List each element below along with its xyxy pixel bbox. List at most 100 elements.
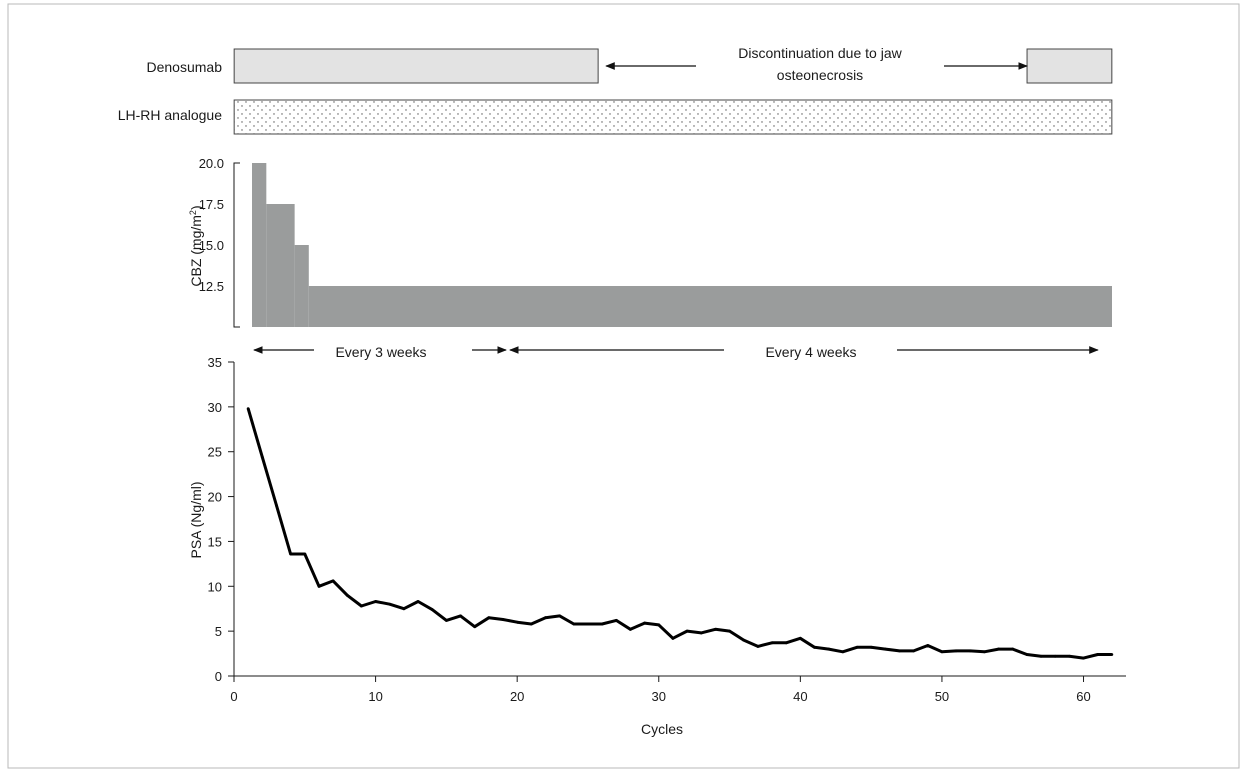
timeline-bar-denosumab-0 bbox=[233, 48, 599, 84]
psa-x-tick-0: 0 bbox=[230, 689, 237, 704]
psa-point-20 bbox=[529, 622, 533, 626]
psa-point-33 bbox=[713, 627, 717, 631]
psa-point-48 bbox=[926, 644, 930, 647]
cbz-y-axis bbox=[233, 162, 240, 328]
psa-point-59 bbox=[1082, 656, 1085, 660]
psa-x-tick-4: 40 bbox=[793, 689, 807, 704]
psa-point-1 bbox=[260, 455, 264, 459]
psa-point-50 bbox=[954, 649, 958, 653]
psa-point-24 bbox=[586, 622, 590, 626]
psa-point-18 bbox=[501, 618, 505, 621]
discontinuation-note-line2: osteonecrosis bbox=[777, 67, 863, 83]
psa-x-axis-label: Cycles bbox=[641, 721, 683, 737]
psa-point-45 bbox=[883, 647, 887, 651]
psa-point-39 bbox=[798, 636, 802, 640]
psa-point-47 bbox=[912, 649, 916, 653]
psa-point-49 bbox=[940, 650, 944, 654]
cbz-step-0 bbox=[252, 163, 267, 327]
psa-x-tick-3: 30 bbox=[652, 689, 666, 704]
psa-point-3 bbox=[289, 552, 293, 556]
psa-x-tick-6: 60 bbox=[1076, 689, 1090, 704]
psa-point-30 bbox=[671, 636, 675, 640]
psa-series-line bbox=[246, 408, 1112, 660]
psa-x-tick-5: 50 bbox=[935, 689, 949, 704]
psa-point-28 bbox=[643, 621, 647, 625]
psa-point-31 bbox=[685, 629, 689, 633]
psa-point-14 bbox=[444, 618, 448, 622]
psa-y-tick-0: 0 bbox=[215, 669, 222, 684]
cbz-step-2 bbox=[294, 245, 309, 327]
psa-point-16 bbox=[473, 625, 477, 629]
treatment-timeline: Denosumab LH-RH analogue Discontinuation… bbox=[118, 45, 1113, 135]
psa-point-7 bbox=[345, 593, 349, 597]
figure-frame bbox=[7, 3, 1240, 769]
cbz-step-1 bbox=[266, 204, 295, 327]
cbz-y-tick-2: 17.5 bbox=[199, 197, 224, 212]
psa-y-tick-1: 5 bbox=[215, 624, 222, 639]
psa-point-42 bbox=[841, 650, 845, 654]
psa-point-52 bbox=[983, 650, 986, 654]
psa-point-40 bbox=[813, 645, 816, 649]
psa-y-axis-label: PSA (Ng/ml) bbox=[188, 481, 204, 558]
psa-point-12 bbox=[416, 600, 420, 603]
psa-point-5 bbox=[317, 584, 321, 588]
schedule-label-4-weeks: Every 4 weeks bbox=[765, 344, 856, 360]
psa-point-26 bbox=[614, 618, 618, 622]
row-label-lhrh: LH-RH analogue bbox=[118, 107, 222, 123]
psa-point-41 bbox=[827, 647, 831, 651]
psa-point-58 bbox=[1067, 654, 1071, 658]
discontinuation-note-line1: Discontinuation due to jaw bbox=[738, 45, 902, 61]
psa-point-61 bbox=[1110, 653, 1114, 656]
cbz-y-tick-3: 20.0 bbox=[199, 156, 224, 171]
psa-point-43 bbox=[855, 645, 859, 649]
row-label-denosumab: Denosumab bbox=[147, 59, 223, 75]
psa-y-tick-6: 30 bbox=[208, 400, 222, 415]
psa-point-37 bbox=[770, 641, 774, 645]
psa-point-51 bbox=[968, 649, 972, 653]
psa-point-44 bbox=[869, 645, 873, 649]
psa-point-46 bbox=[898, 649, 901, 653]
psa-point-22 bbox=[558, 614, 562, 618]
psa-point-57 bbox=[1053, 654, 1057, 658]
cbz-step-3 bbox=[308, 286, 1112, 327]
schedule-label-3-weeks: Every 3 weeks bbox=[335, 344, 426, 360]
cbz-y-tick-0: 12.5 bbox=[199, 279, 224, 294]
timeline-bar-lhrh-0 bbox=[233, 99, 1113, 135]
psa-point-34 bbox=[728, 629, 731, 633]
psa-point-10 bbox=[388, 602, 392, 606]
psa-point-55 bbox=[1025, 653, 1029, 656]
psa-point-23 bbox=[572, 622, 576, 626]
psa-point-13 bbox=[430, 608, 434, 612]
psa-point-35 bbox=[742, 638, 746, 642]
psa-point-4 bbox=[303, 552, 307, 556]
schedule-annotations: Every 3 weeks Every 4 weeks bbox=[253, 344, 1099, 360]
psa-point-19 bbox=[515, 620, 519, 624]
psa-x-tick-1: 10 bbox=[368, 689, 382, 704]
psa-point-38 bbox=[784, 641, 788, 645]
psa-point-0 bbox=[246, 407, 250, 411]
cbz-dose-chart: CBZ (mg/m2) 12.5 15.0 17.5 20.0 bbox=[188, 156, 1112, 328]
psa-point-15 bbox=[459, 614, 462, 618]
psa-point-21 bbox=[544, 616, 547, 620]
psa-point-36 bbox=[756, 644, 760, 648]
psa-x-tick-2: 20 bbox=[510, 689, 524, 704]
psa-y-tick-3: 15 bbox=[208, 534, 222, 549]
psa-point-8 bbox=[360, 604, 363, 608]
cbz-y-tick-1: 15.0 bbox=[199, 238, 224, 253]
psa-y-tick-4: 20 bbox=[208, 490, 222, 505]
psa-y-tick-7: 35 bbox=[208, 355, 222, 370]
psa-point-2 bbox=[275, 504, 278, 507]
psa-point-17 bbox=[487, 616, 491, 620]
psa-point-6 bbox=[331, 579, 335, 583]
psa-point-56 bbox=[1039, 654, 1043, 658]
psa-point-54 bbox=[1011, 647, 1015, 651]
psa-point-11 bbox=[402, 607, 406, 611]
psa-point-27 bbox=[629, 627, 632, 631]
psa-point-29 bbox=[657, 623, 661, 627]
psa-point-60 bbox=[1096, 653, 1100, 656]
psa-y-tick-5: 25 bbox=[208, 445, 222, 460]
psa-point-32 bbox=[699, 631, 703, 635]
psa-y-tick-2: 10 bbox=[208, 579, 222, 594]
psa-point-25 bbox=[600, 622, 604, 626]
